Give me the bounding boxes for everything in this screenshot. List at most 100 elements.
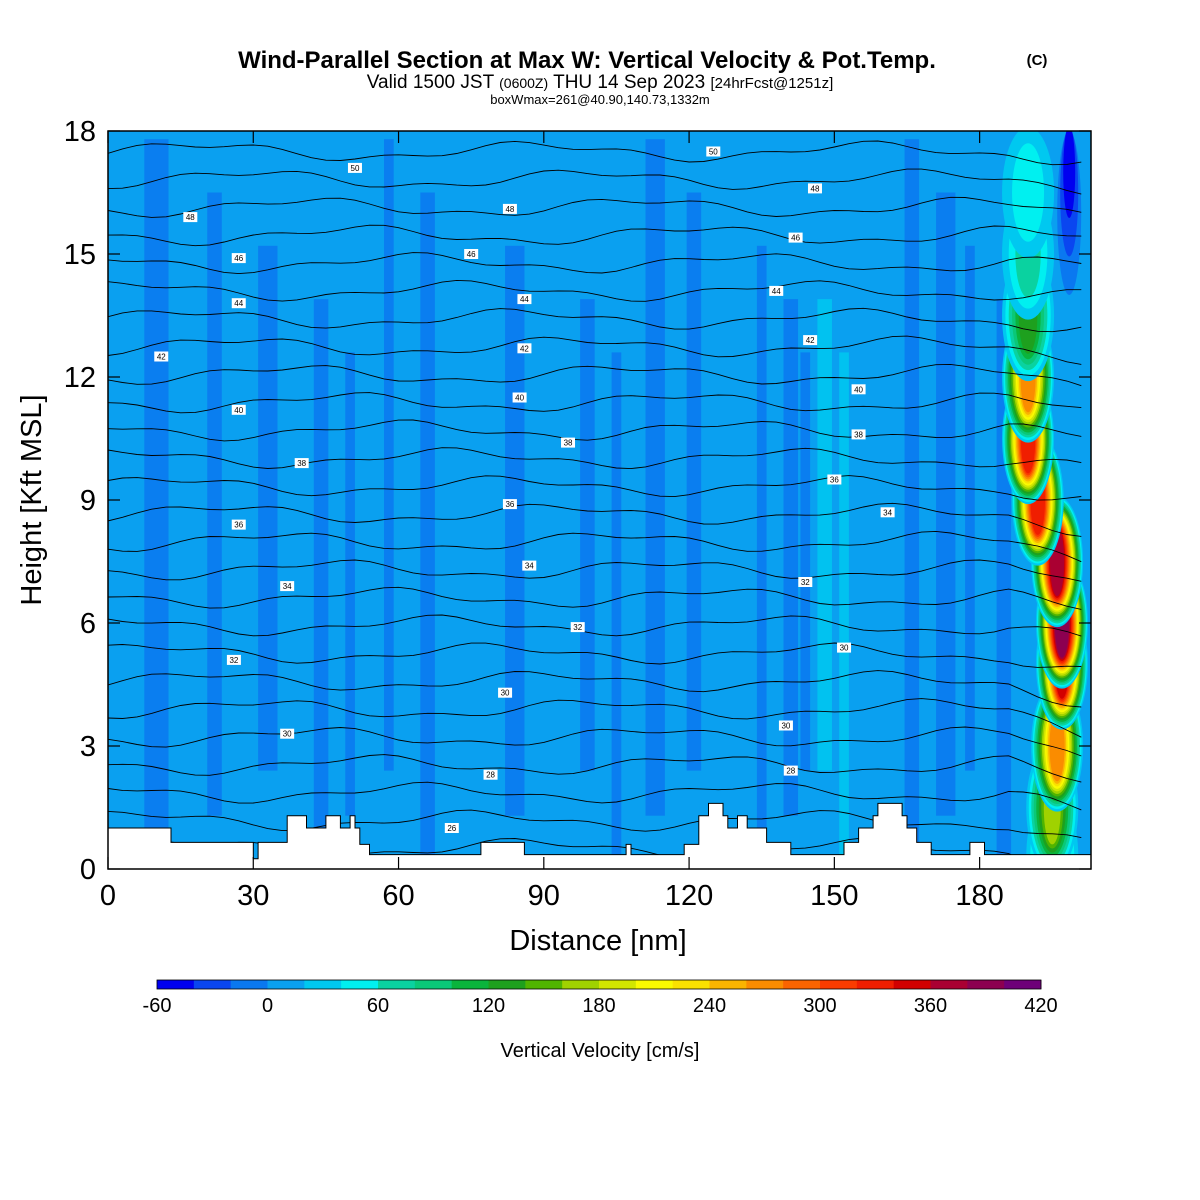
y-axis-label: Height [Kft MSL] — [16, 394, 48, 605]
theta-contour-line — [108, 530, 1082, 563]
theta-contour-line — [108, 447, 1082, 470]
theta-label-bg — [706, 146, 721, 157]
theta-label: 44 — [231, 298, 246, 309]
y-tick-label: 6 — [80, 608, 96, 640]
theta-label: 28 — [483, 769, 498, 780]
theta-contour-line — [108, 392, 1082, 414]
colorbar-swatch — [378, 980, 416, 989]
colorbar-frame — [156, 979, 1042, 990]
theta-contour-line — [108, 614, 1082, 637]
theta-label-bg — [502, 203, 517, 214]
theta-label-text: 38 — [854, 430, 863, 439]
chart-title: Wind-Parallel Section at Max W: Vertical… — [238, 47, 936, 74]
colorbar-tick-label: 0 — [262, 995, 273, 1017]
theta-contour-line — [108, 670, 1082, 708]
colorbar: -60 0 60 120 180 240 300 360 420 — [143, 979, 1058, 1017]
colorbar-label: Vertical Velocity [cm/s] — [501, 1040, 700, 1062]
colorbar-tick-label: -60 — [143, 995, 172, 1017]
x-tick-label: 150 — [810, 880, 858, 912]
w-streak — [611, 352, 622, 861]
theta-contour-line — [108, 559, 1082, 582]
theta-label-text: 36 — [234, 521, 243, 530]
theta-label: 44 — [517, 294, 532, 305]
theta-label-text: 26 — [447, 824, 456, 833]
colorbar-swatch — [930, 980, 968, 989]
theta-label-text: 36 — [830, 476, 839, 485]
theta-label: 26 — [444, 823, 459, 833]
theta-label: 50 — [706, 146, 721, 157]
w-streak — [783, 299, 799, 816]
x-axis-label: Distance [nm] — [509, 925, 686, 957]
theta-label-bg — [827, 474, 842, 485]
theta-label: 42 — [803, 335, 818, 346]
x-tick-label: 120 — [665, 880, 713, 912]
theta-label-text: 32 — [229, 656, 238, 665]
colorbar-tick-label: 180 — [582, 995, 615, 1017]
theta-contour-line — [108, 726, 1082, 757]
valid-time: Valid 1500 JST — [367, 72, 495, 93]
w-streak — [965, 245, 975, 771]
theta-label: 40 — [231, 404, 246, 415]
colorbar-swatch — [709, 980, 747, 989]
theta-label: 44 — [769, 285, 784, 296]
theta-label-bg — [347, 162, 362, 173]
w-streak — [207, 192, 222, 816]
theta-contour-line — [108, 279, 1082, 302]
w-streak — [839, 352, 849, 861]
colorbar-swatch — [672, 980, 710, 989]
theta-label-text: 34 — [883, 508, 892, 517]
w-streak — [505, 245, 525, 816]
colorbar-swatch — [562, 980, 600, 989]
theta-label-bg — [778, 720, 793, 731]
theta-label-bg — [851, 429, 866, 440]
colorbar-tick-label: 300 — [803, 995, 836, 1017]
theta-label: 38 — [851, 429, 866, 440]
theta-label-text: 38 — [297, 459, 306, 468]
theta-label-bg — [498, 687, 513, 698]
theta-label: 46 — [231, 253, 246, 264]
theta-label-text: 40 — [234, 406, 243, 415]
theta-label-text: 30 — [501, 689, 510, 698]
theta-label: 36 — [827, 474, 842, 485]
colorbar-swatch — [967, 980, 1005, 989]
theta-contour-line — [108, 642, 1082, 668]
theta-label-text: 46 — [234, 254, 243, 263]
theta-contour-line — [108, 754, 1082, 783]
theta-label-bg — [280, 581, 295, 592]
y-tick-label: 12 — [64, 362, 96, 394]
colorbar-tick-label: 360 — [914, 995, 947, 1017]
theta-label-bg — [803, 335, 818, 346]
theta-label: 30 — [498, 687, 513, 698]
colorbar-swatch — [783, 980, 821, 989]
theta-label: 30 — [778, 720, 793, 731]
colorbar-swatch — [157, 980, 195, 989]
theta-label: 40 — [851, 384, 866, 395]
theta-label: 38 — [294, 458, 309, 469]
theta-contour-line — [108, 475, 1082, 501]
forecast-info: [24hrFcst@1251z] — [710, 75, 833, 92]
w-streak — [144, 139, 169, 861]
theta-contour-line — [108, 809, 1082, 839]
theta-label-bg — [570, 622, 585, 633]
valid-zone: (0600Z) — [499, 75, 548, 91]
theta-label-bg — [783, 765, 798, 776]
y-tick-label: 0 — [80, 854, 96, 886]
theta-contour-line — [108, 224, 1082, 247]
theta-label: 48 — [502, 203, 517, 214]
theta-label-text: 40 — [854, 385, 863, 394]
w-streak — [384, 139, 394, 771]
valid-line: Valid 1500 JST (0600Z) THU 14 Sep 2023 [… — [367, 72, 834, 93]
x-axis: 0 30 60 90 120 150 180 — [100, 131, 1004, 912]
updraft-cell — [1012, 143, 1045, 242]
theta-label: 34 — [522, 560, 537, 571]
theta-label-bg — [444, 823, 459, 833]
theta-label: 42 — [154, 351, 169, 362]
colorbar-swatch — [193, 980, 232, 989]
theta-label-bg — [183, 212, 198, 223]
theta-label-bg — [851, 384, 866, 395]
colorbar-swatch — [525, 980, 563, 989]
theta-label-bg — [502, 499, 517, 510]
theta-label: 48 — [807, 183, 822, 194]
theta-contour-line — [108, 363, 1082, 387]
